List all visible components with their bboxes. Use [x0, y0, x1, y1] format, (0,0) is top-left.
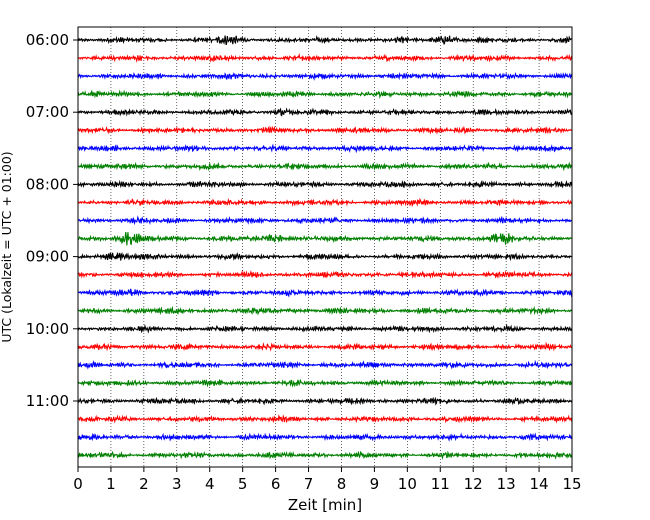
x-tick-label: 9 — [370, 475, 380, 493]
seismic-trace — [77, 231, 573, 246]
seismic-trace — [77, 71, 573, 81]
x-tick-label: 8 — [337, 475, 347, 493]
x-tick-label: 5 — [238, 475, 248, 493]
seismic-trace — [77, 305, 573, 316]
seismic-trace — [77, 215, 573, 226]
seismic-trace — [77, 53, 573, 64]
seismic-trace — [77, 197, 573, 208]
seismic-trace — [77, 107, 573, 117]
x-tick-label: 10 — [398, 475, 417, 493]
seismic-trace — [77, 251, 573, 262]
y-tick-label: 06:00 — [26, 31, 69, 49]
seismic-trace — [77, 378, 573, 388]
x-tick-label: 15 — [562, 475, 581, 493]
seismic-trace — [77, 432, 573, 442]
y-tick-label: 10:00 — [26, 320, 69, 338]
seismic-trace — [77, 341, 573, 352]
x-tick-label: 0 — [73, 475, 83, 493]
seismic-trace — [77, 89, 573, 99]
seismic-trace — [77, 414, 573, 424]
vertical-gridlines — [110, 27, 540, 467]
seismic-trace — [77, 288, 573, 298]
x-tick-label: 11 — [431, 475, 450, 493]
plot-frame — [77, 26, 573, 468]
seismic-trace — [77, 269, 573, 279]
x-tick-label: 13 — [497, 475, 516, 493]
y-tick-label: 07:00 — [26, 103, 69, 121]
seismic-trace — [77, 396, 573, 406]
y-tick-label: 08:00 — [26, 175, 69, 193]
x-tick-label: 2 — [139, 475, 149, 493]
x-tick-label: 6 — [271, 475, 281, 493]
y-tick-label: 11:00 — [26, 392, 69, 410]
x-tick-label: 14 — [530, 475, 549, 493]
seismic-trace — [77, 143, 573, 154]
trace-group — [77, 35, 573, 460]
seismic-trace — [77, 450, 573, 460]
seismic-trace — [77, 323, 573, 334]
x-tick-label: 3 — [172, 475, 182, 493]
seismic-trace — [77, 35, 573, 46]
seismic-trace — [77, 125, 573, 135]
seismic-trace — [77, 359, 573, 370]
seismic-trace — [77, 161, 573, 172]
x-tick-label: 12 — [464, 475, 483, 493]
x-tick-label: 4 — [205, 475, 215, 493]
x-tick-label: 1 — [106, 475, 116, 493]
seismic-trace — [77, 179, 573, 189]
x-axis-title: Zeit [min] — [288, 496, 362, 514]
x-tick-label: 7 — [304, 475, 314, 493]
y-axis-title: UTC (Lokalzeit = UTC + 01:00) — [0, 151, 14, 342]
x-axis-ticks: 0 1 2 3 4 5 6 7 8 9 10 11 12 13 14 15 — [73, 467, 582, 493]
y-axis-ticks: 06:00 07:00 08:00 09:00 10:00 11:00 — [26, 31, 78, 410]
y-tick-label: 09:00 — [26, 248, 69, 266]
